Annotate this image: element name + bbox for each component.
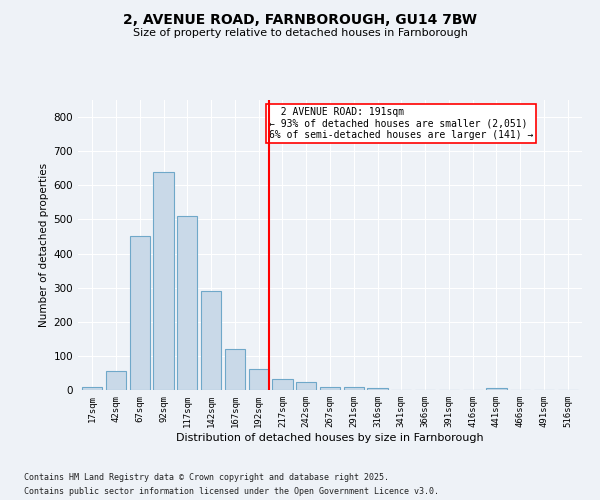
Bar <box>248 368 269 390</box>
Bar <box>82 386 103 390</box>
Y-axis label: Number of detached properties: Number of detached properties <box>40 163 49 327</box>
Bar <box>225 349 245 390</box>
Text: 2 AVENUE ROAD: 191sqm  
← 93% of detached houses are smaller (2,051)
6% of semi-: 2 AVENUE ROAD: 191sqm ← 93% of detached … <box>269 107 533 140</box>
Bar <box>154 172 173 390</box>
Bar <box>344 388 364 390</box>
Bar <box>487 388 506 390</box>
Text: Contains HM Land Registry data © Crown copyright and database right 2025.: Contains HM Land Registry data © Crown c… <box>24 472 389 482</box>
Bar <box>320 386 340 390</box>
Bar <box>106 371 126 390</box>
Bar <box>201 291 221 390</box>
X-axis label: Distribution of detached houses by size in Farnborough: Distribution of detached houses by size … <box>176 432 484 442</box>
Bar <box>272 378 293 390</box>
Text: Size of property relative to detached houses in Farnborough: Size of property relative to detached ho… <box>133 28 467 38</box>
Bar <box>177 216 197 390</box>
Bar <box>130 236 150 390</box>
Text: Contains public sector information licensed under the Open Government Licence v3: Contains public sector information licen… <box>24 488 439 496</box>
Bar <box>367 388 388 390</box>
Text: 2, AVENUE ROAD, FARNBOROUGH, GU14 7BW: 2, AVENUE ROAD, FARNBOROUGH, GU14 7BW <box>123 12 477 26</box>
Bar <box>296 382 316 390</box>
